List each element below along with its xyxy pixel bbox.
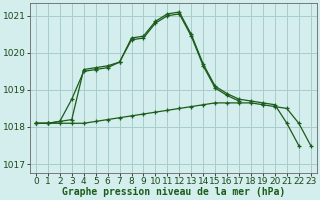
X-axis label: Graphe pression niveau de la mer (hPa): Graphe pression niveau de la mer (hPa) — [62, 187, 285, 197]
